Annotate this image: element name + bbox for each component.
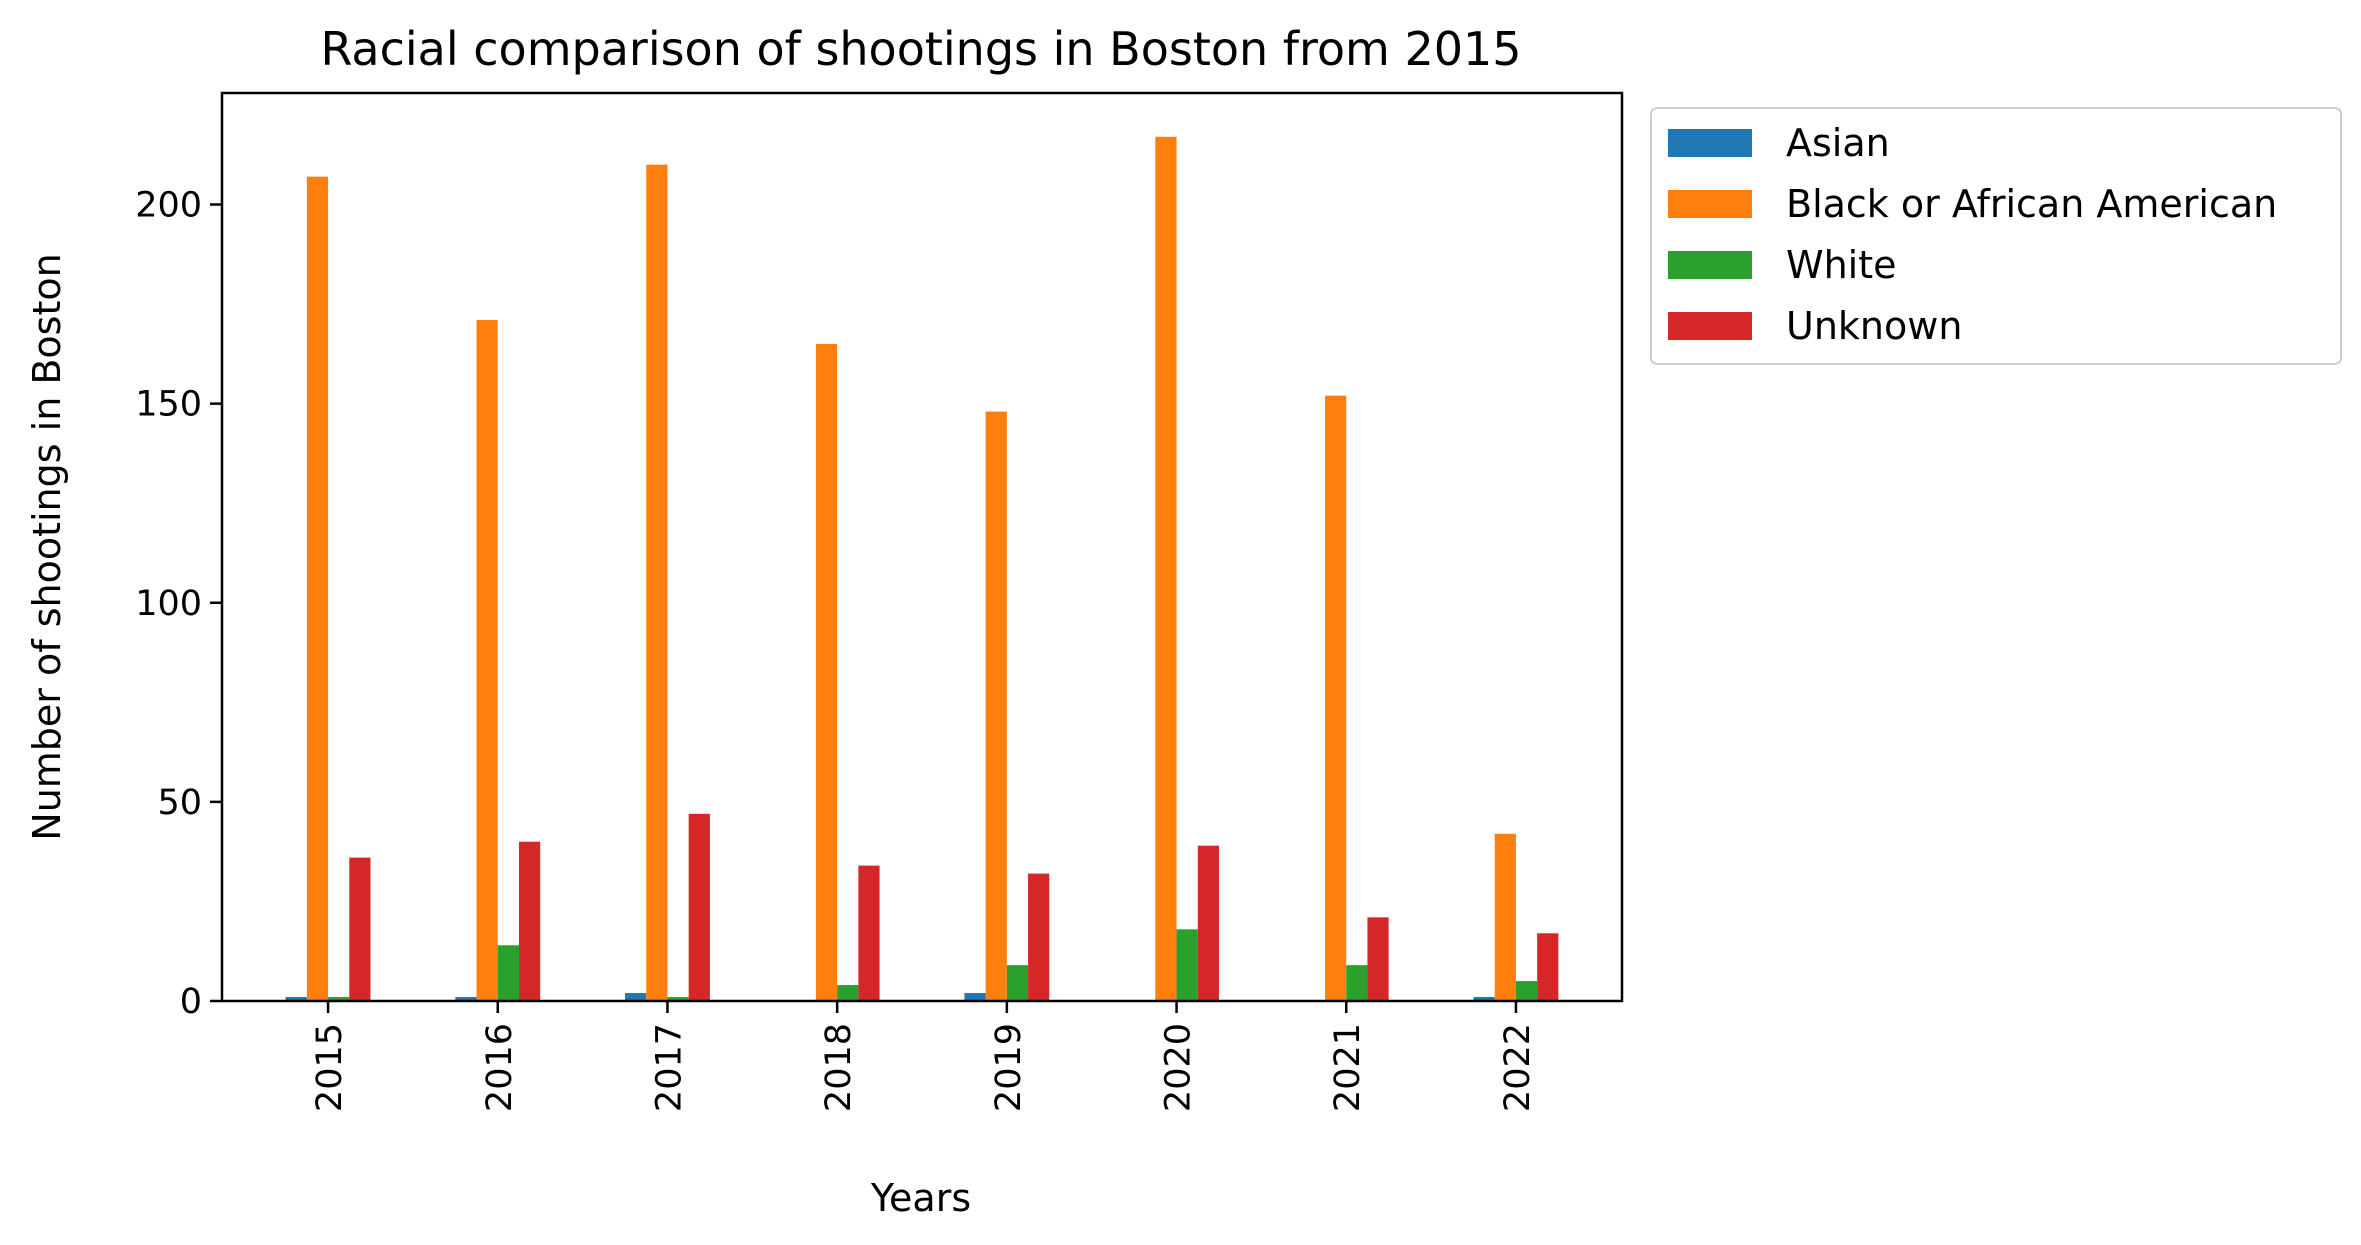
bar-white-2022 [1515, 981, 1538, 1001]
x-tick-label-2020: 2020 [1159, 1023, 1199, 1112]
x-tick-label-2015: 2015 [310, 1023, 350, 1112]
legend-swatch-asian [1668, 129, 1752, 157]
bar-white-2021 [1346, 965, 1368, 1001]
bar-asian-2017 [625, 993, 647, 1001]
y-tick-label: 200 [135, 186, 202, 226]
plot-frame [220, 91, 1624, 1003]
bar-unknown-2018 [858, 865, 880, 1001]
bar-black-or-african-american-2021 [1325, 395, 1347, 1001]
bar-black-or-african-american-2019 [985, 411, 1007, 1002]
legend-swatch-unknown [1668, 312, 1752, 340]
bar-asian-2015 [285, 997, 307, 1001]
bar-asian-2019 [964, 993, 986, 1001]
bar-black-or-african-american-2017 [646, 164, 668, 1001]
legend-label-white: White [1786, 243, 1897, 287]
x-tick-label-2018: 2018 [819, 1023, 859, 1112]
bar-white-2019 [1006, 965, 1029, 1001]
bar-black-or-african-american-2015 [306, 176, 329, 1001]
y-axis-label: Number of shootings in Boston [25, 253, 69, 840]
bar-unknown-2020 [1197, 845, 1219, 1001]
chart-title: Racial comparison of shootings in Boston… [320, 22, 1521, 76]
x-tick-label-2016: 2016 [480, 1023, 520, 1112]
legend-label-black-or-african-american: Black or African American [1786, 182, 2277, 226]
bar-black-or-african-american-2018 [815, 343, 838, 1001]
y-tick-label: 150 [135, 385, 202, 425]
bar-black-or-african-american-2016 [476, 320, 498, 1001]
bar-white-2020 [1176, 929, 1198, 1001]
y-tick-label: 100 [135, 584, 202, 624]
x-axis-label: Years [870, 1176, 971, 1220]
x-tick-label-2022: 2022 [1498, 1023, 1538, 1112]
bar-unknown-2015 [349, 857, 371, 1001]
y-tick-label: 50 [157, 783, 202, 823]
bar-asian-2016 [455, 997, 477, 1001]
bar-white-2016 [497, 945, 519, 1001]
legend-swatch-white [1668, 251, 1752, 279]
legend: Asian Black or African American White Unkno… [1650, 107, 2342, 365]
bar-white-2018 [837, 985, 859, 1001]
bars-group [285, 136, 1559, 1002]
bar-unknown-2019 [1028, 873, 1050, 1001]
legend-label-asian: Asian [1786, 121, 1890, 165]
bar-white-2015 [328, 997, 350, 1001]
bar-unknown-2021 [1367, 917, 1389, 1001]
legend-label-unknown: Unknown [1786, 304, 1962, 348]
bar-white-2017 [667, 997, 689, 1001]
bar-unknown-2016 [518, 841, 541, 1001]
y-ticks: 0 50 100 150 200 [135, 186, 222, 1022]
legend-swatch-black-or-african-american [1668, 190, 1752, 218]
bar-black-or-african-american-2020 [1155, 136, 1177, 1001]
legend-frame [1650, 107, 2342, 365]
y-tick-label: 0 [180, 982, 202, 1022]
bar-unknown-2022 [1537, 933, 1559, 1001]
x-ticks: 2015 2016 2017 2018 2019 2020 2021 2022 [310, 1001, 1538, 1112]
x-tick-label-2019: 2019 [989, 1023, 1029, 1112]
bar-unknown-2017 [688, 813, 710, 1001]
bar-asian-2022 [1473, 997, 1495, 1001]
x-tick-label-2017: 2017 [649, 1023, 689, 1112]
x-tick-label-2021: 2021 [1328, 1023, 1368, 1112]
bar-black-or-african-american-2022 [1494, 833, 1516, 1001]
